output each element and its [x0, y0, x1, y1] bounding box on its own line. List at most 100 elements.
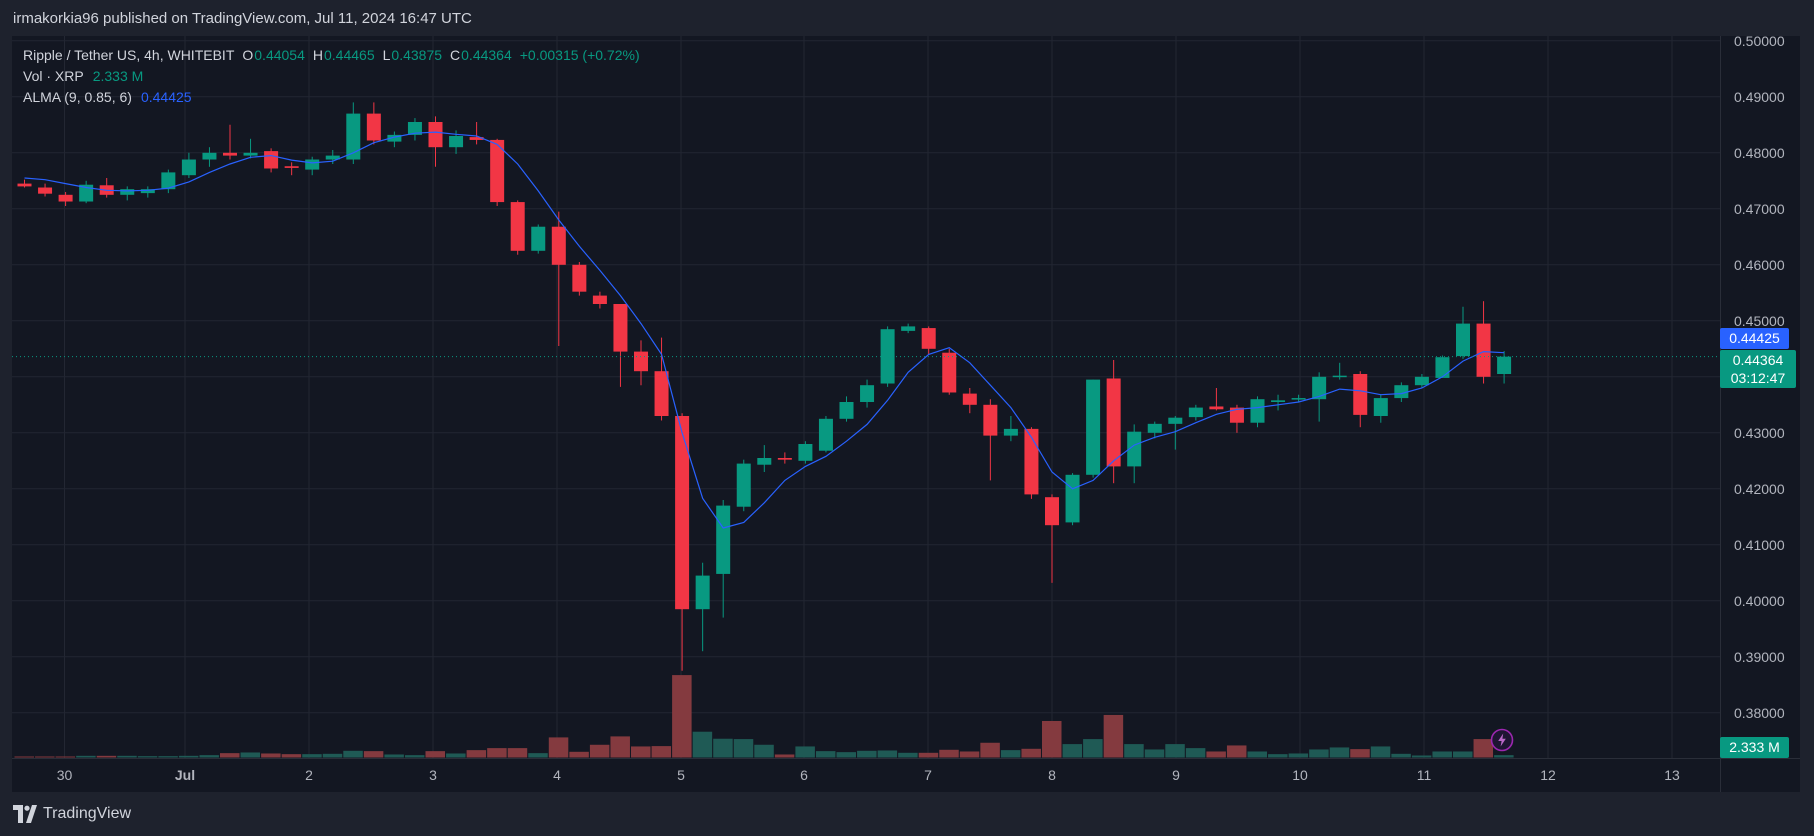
volume-bar [363, 751, 384, 758]
candle-body [366, 113, 381, 141]
chart-area[interactable]: 0.50000 0.49000 0.48000 0.47000 0.46000 0.450… [12, 36, 1800, 792]
volume-bar [1247, 751, 1267, 758]
candle-body [140, 189, 155, 194]
alma-label[interactable]: ALMA (9, 0.85, 6) [23, 89, 132, 105]
candle-body [880, 329, 895, 384]
volume-bar [651, 746, 672, 758]
lightning-bolt-icon[interactable] [1490, 728, 1514, 752]
volume-bar [1165, 744, 1185, 758]
volume-bar [610, 736, 630, 758]
alma-price-tag: 0.44425 [1720, 328, 1789, 349]
volume-bar [528, 753, 548, 758]
top-header: irmakorkia96 published on TradingView.co… [0, 0, 1814, 36]
price-axis-label: 0.41000 [1734, 537, 1785, 553]
candle-body [634, 351, 648, 372]
candle-body [757, 458, 772, 465]
price-axis-label: 0.39000 [1734, 649, 1785, 665]
volume-label[interactable]: Vol · XRP [23, 68, 84, 84]
price-axis-label: 0.50000 [1734, 36, 1785, 49]
volume-bar [589, 744, 610, 758]
volume-bar [1411, 755, 1432, 758]
time-axis-label: 2 [305, 767, 313, 783]
price-axis-label: 0.40000 [1734, 593, 1785, 609]
volume-bar [1062, 744, 1083, 758]
alma-row: ALMA (9, 0.85, 6) 0.44425 [23, 87, 640, 108]
volume-bar [1391, 753, 1411, 758]
candle-body [1312, 376, 1327, 400]
candle-body [962, 393, 977, 405]
volume-bar [137, 756, 158, 758]
volume-bar [548, 737, 569, 758]
candle-body [510, 202, 525, 251]
volume-bar [569, 751, 589, 758]
candle-body [1435, 357, 1450, 378]
volume-bar [815, 751, 836, 758]
candle-body [490, 139, 505, 203]
candle-body [17, 183, 32, 187]
volume-bar [199, 755, 219, 758]
price-axis-label: 0.43000 [1734, 425, 1785, 441]
candle-body [202, 152, 217, 160]
volume-bar [692, 731, 713, 758]
volume-bar [1473, 739, 1494, 758]
candle-body [1045, 497, 1059, 526]
time-axis-label: 5 [677, 767, 685, 783]
footer: TradingView [0, 792, 1814, 836]
candle-body [860, 385, 875, 402]
volume-bar [1206, 751, 1226, 758]
volume-bar [261, 753, 281, 758]
volume-bar [980, 742, 1000, 758]
candle-body [1106, 378, 1121, 467]
price-axis-label: 0.42000 [1734, 481, 1785, 497]
candle-body [1003, 428, 1018, 436]
tradingview-logo[interactable]: TradingView [13, 805, 131, 823]
alma-value: 0.44425 [140, 89, 192, 105]
time-axis-label: 8 [1048, 767, 1056, 783]
volume-bar [507, 748, 528, 758]
candle-body [551, 226, 566, 265]
candle-body [1065, 474, 1080, 523]
candle-body [223, 152, 237, 156]
candle-body [387, 134, 402, 142]
volume-bar [35, 756, 55, 758]
volume-bar [1370, 746, 1391, 758]
volume-bar [1021, 748, 1041, 758]
candle-body [161, 172, 176, 190]
volume-bar [404, 755, 425, 758]
volume-bar [1494, 755, 1514, 758]
low-label: L [382, 47, 391, 63]
candle-body [428, 122, 443, 148]
time-axis-label: 3 [429, 767, 437, 783]
symbol-title[interactable]: Ripple / Tether US, 4h, WHITEBIT [23, 47, 235, 63]
volume-bar [1432, 751, 1452, 758]
volume-bar [1103, 714, 1124, 758]
candle-body [1291, 398, 1306, 400]
volume-bar [1350, 749, 1370, 758]
candle-body [1229, 407, 1244, 423]
volume-bar [343, 750, 363, 758]
tradingview-logo-icon [13, 805, 37, 823]
volume-bar [1453, 751, 1473, 758]
price-axis-label: 0.49000 [1734, 89, 1785, 105]
time-axis-label: 9 [1172, 767, 1180, 783]
low-value: 0.43875 [391, 47, 443, 63]
volume-bar [713, 738, 733, 758]
candlestick-chart[interactable]: 0.50000 0.49000 0.48000 0.47000 0.46000 0.450… [12, 36, 1800, 792]
candle-body [1271, 400, 1286, 402]
volume-bar [322, 753, 343, 758]
candle-body [1250, 399, 1265, 423]
volume-bar [487, 748, 507, 758]
candle-body [1127, 431, 1142, 467]
volume-bar [446, 753, 466, 758]
volume-row: Vol · XRP 2.333 M [23, 66, 640, 87]
candle-body [1353, 374, 1368, 415]
volume-bar [836, 752, 856, 758]
candle-body [181, 159, 196, 176]
candle-body [243, 152, 258, 156]
volume-bar [774, 754, 795, 758]
candle-body [942, 352, 957, 393]
alma-line [24, 131, 1505, 529]
candle-body [901, 326, 916, 331]
volume-value: 2.333 M [92, 68, 144, 84]
time-axis-label: 6 [800, 767, 808, 783]
